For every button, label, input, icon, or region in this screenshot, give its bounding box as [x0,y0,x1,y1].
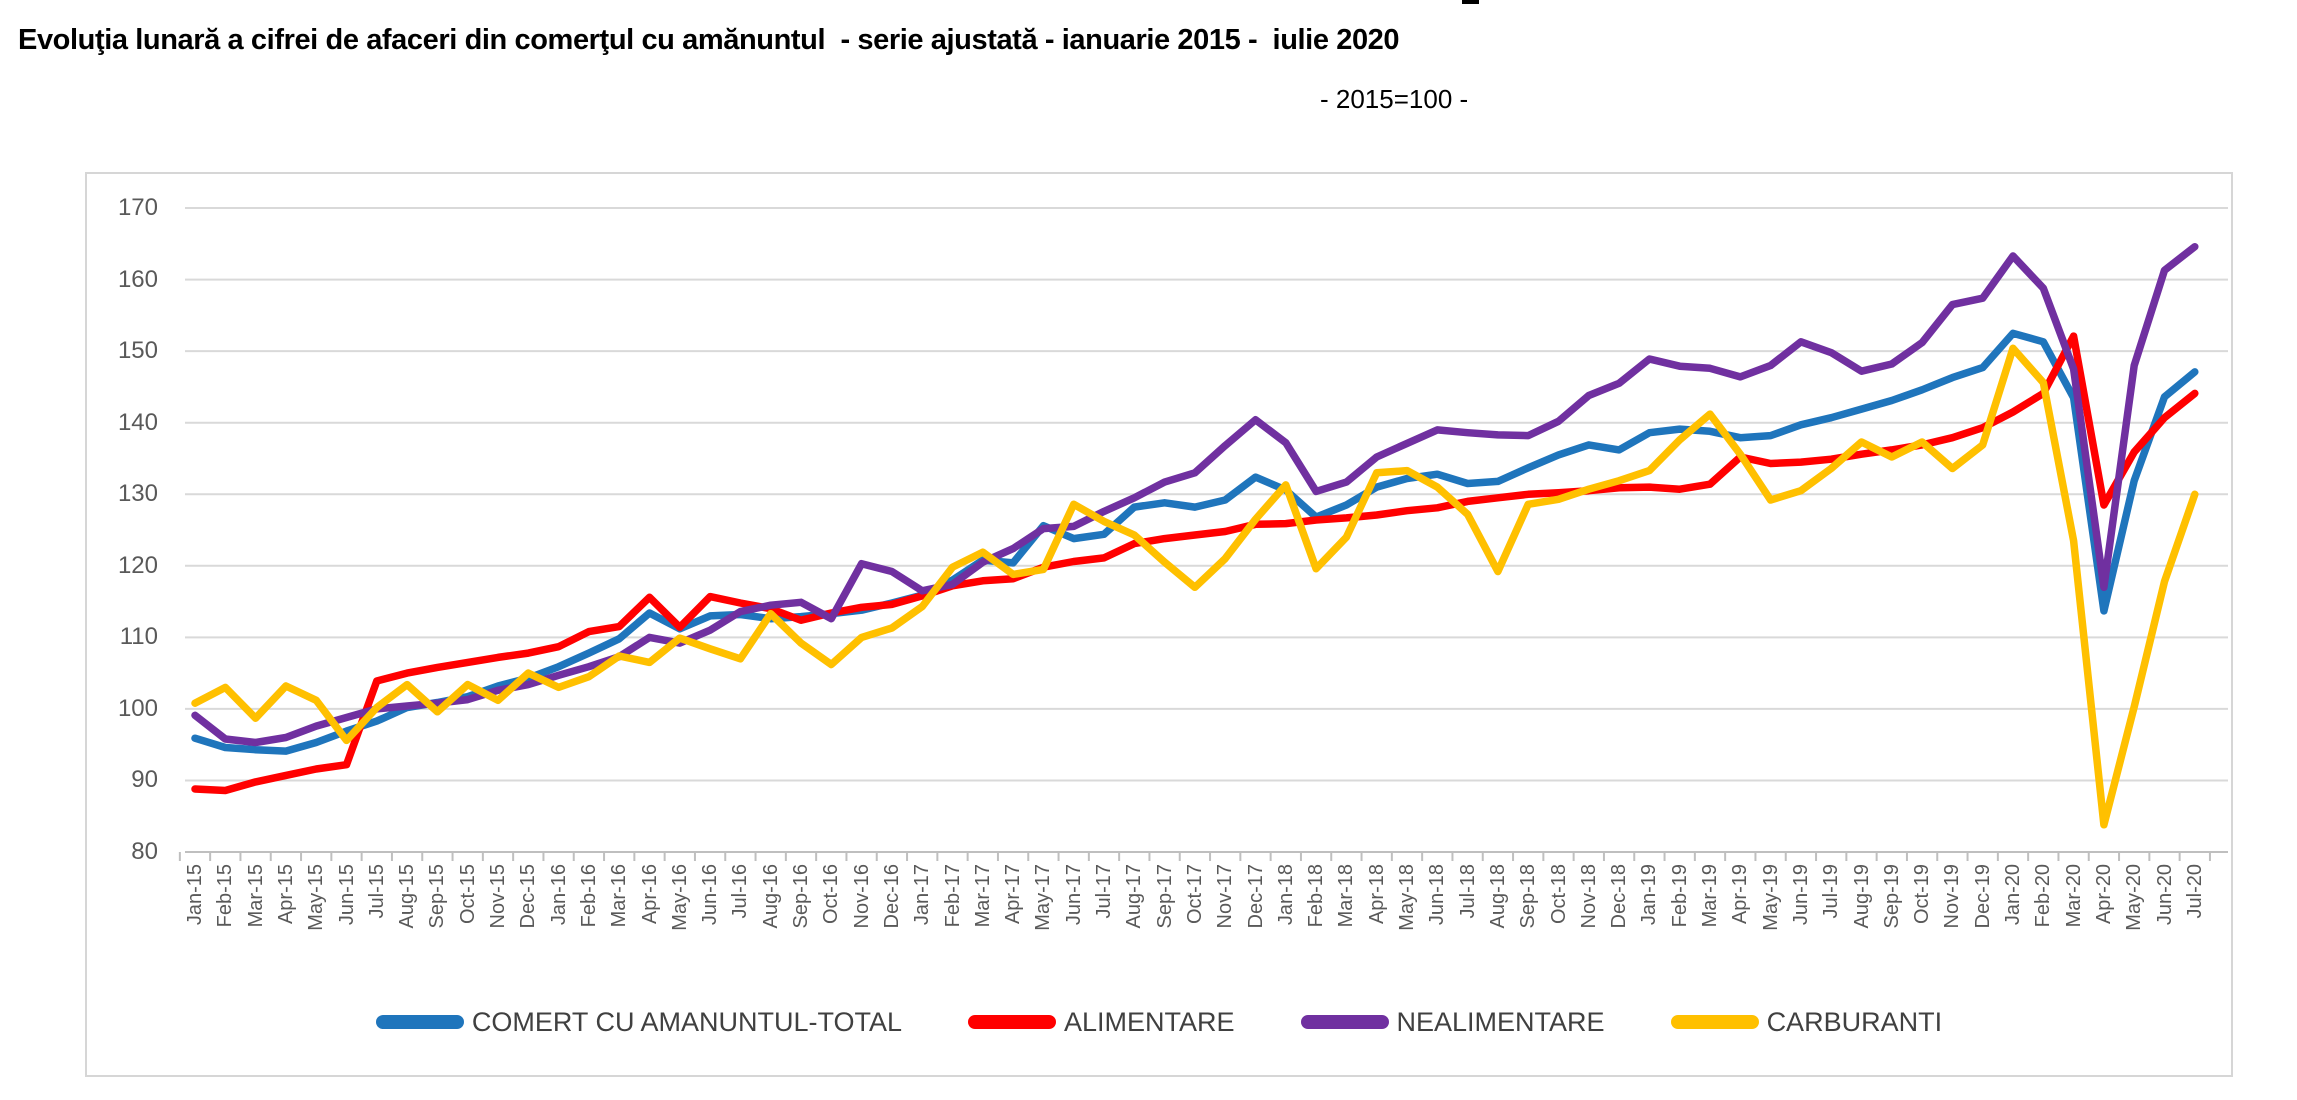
top-edge-artifact [1462,0,1479,4]
x-axis-label: Nov-15 [487,864,509,929]
x-axis-label: Feb-15 [214,864,237,928]
x-axis-label: Jul-15 [365,864,388,919]
x-axis-label: Aug-16 [759,864,782,929]
x-axis-label: Oct-17 [1183,864,1206,925]
legend-swatch-icon [375,1015,464,1029]
x-axis-label: Nov-18 [1577,864,1600,929]
y-axis-label: 170 [117,194,158,222]
legend-label: NEALIMENTARE [1396,1006,1605,1037]
x-axis-label: Apr-20 [2092,864,2115,925]
x-axis-label: Apr-15 [274,864,297,925]
legend-swatch-icon [1670,1015,1759,1029]
x-axis-label: Nov-19 [1941,864,1964,929]
chart-title: Evoluţia lunară a cifrei de afaceri din … [18,24,1400,56]
x-axis-label: Mar-15 [244,864,267,928]
x-axis-label: Jul-17 [1093,864,1115,919]
x-axis-label: Oct-18 [1547,864,1570,925]
y-axis-label: 100 [117,694,158,722]
x-axis-label: Jun-18 [1426,864,1449,926]
x-axis-label: Sep-19 [1880,864,1903,929]
x-axis-label: Mar-19 [1699,864,1721,928]
legend-label: ALIMENTARE [1063,1006,1235,1037]
series-line-alimentare [191,332,2199,795]
x-axis-label: Jun-19 [1789,864,1812,926]
x-axis-label: Jan-17 [911,864,934,926]
x-axis-label: Dec-16 [880,864,903,929]
y-axis-label: 160 [117,265,158,293]
legend-item: CARBURANTI [1670,1006,1943,1038]
x-axis-label: Feb-16 [577,864,600,928]
legend-swatch-icon [1300,1015,1389,1029]
x-axis-label: Feb-19 [1668,864,1691,928]
x-axis-label: Sep-16 [790,864,812,929]
y-axis-label: 110 [119,623,158,651]
x-axis-label: Feb-20 [2032,864,2055,928]
x-axis-label: Oct-16 [820,864,843,925]
x-axis-label: Jun-15 [335,864,358,926]
x-axis-label: Apr-16 [638,864,661,925]
x-axis-label: Feb-17 [941,864,964,928]
x-axis-label: Dec-18 [1608,864,1631,929]
x-axis-label: Dec-19 [1971,864,1994,929]
x-axis-label: Mar-18 [1335,864,1358,928]
x-axis-label: Jan-20 [2002,864,2024,926]
x-axis-label: Jun-16 [699,864,722,926]
legend-item: NEALIMENTARE [1300,1006,1605,1038]
x-axis-label: Sep-15 [426,864,449,929]
x-axis-label: Sep-17 [1153,864,1176,929]
x-axis-label: Mar-20 [2062,864,2085,928]
series-line-nealimentare [191,242,2199,747]
x-axis-label: Apr-18 [1365,864,1388,925]
legend-swatch-icon [967,1015,1056,1029]
chart-frame [85,172,2233,1077]
x-axis-label: May-16 [668,864,691,931]
chart-legend: COMERT CU AMANUNTUL-TOTAL ALIMENTARE NEALI… [85,998,2233,1046]
x-axis-label: Oct-19 [1911,864,1934,925]
legend-label: CARBURANTI [1766,1006,1943,1037]
y-axis-label: 150 [117,337,158,365]
x-axis-label: Jun-20 [2153,864,2176,926]
x-axis-label: Apr-19 [1729,864,1752,925]
legend-item: COMERT CU AMANUNTUL-TOTAL [375,1006,902,1038]
series-line-carburanti [191,344,2199,829]
x-axis-label: Dec-17 [1244,864,1267,929]
index-base-note: - 2015=100 - [1320,84,1469,114]
legend-item: ALIMENTARE [967,1006,1235,1038]
x-axis-label: May-18 [1396,864,1418,931]
x-axis-label: May-20 [2123,864,2146,931]
x-axis-label: Jan-16 [547,864,570,926]
x-axis-label: May-17 [1032,864,1055,931]
y-axis-label: 80 [131,838,158,865]
x-axis-label: Jul-18 [1456,864,1479,919]
x-axis-label: Aug-17 [1123,864,1146,929]
x-axis-label: Aug-15 [396,864,419,929]
x-axis-label: May-19 [1759,864,1782,931]
x-axis-label: Jul-16 [729,864,752,919]
x-axis-label: Oct-15 [456,864,479,925]
x-axis-label: Jan-18 [1274,864,1297,926]
x-axis-label: Jan-15 [184,864,206,926]
y-axis-label: 120 [117,551,158,579]
x-axis-label: May-15 [305,864,328,931]
y-axis-label: 140 [117,408,158,436]
x-axis-label: Aug-19 [1850,864,1873,929]
y-axis-label: 130 [117,480,158,508]
x-axis-label: Mar-17 [971,864,994,928]
y-axis-label: 90 [131,766,158,794]
x-axis-label: Feb-18 [1305,864,1328,928]
x-axis-label: Apr-17 [1002,864,1025,925]
x-axis-label: Jan-19 [1638,864,1661,926]
x-axis-label: Nov-16 [850,864,873,929]
x-axis-label: Sep-18 [1517,864,1540,929]
x-axis-label: Jul-20 [2183,864,2206,919]
x-axis-label: Jun-17 [1062,864,1085,926]
legend-label: COMERT CU AMANUNTUL-TOTAL [471,1006,902,1037]
x-axis-label: Aug-18 [1486,864,1509,929]
x-axis-label: Jul-19 [1820,864,1843,919]
x-axis-label: Mar-16 [608,864,631,928]
x-axis-label: Dec-15 [517,864,540,929]
x-axis-label: Nov-17 [1214,864,1237,929]
